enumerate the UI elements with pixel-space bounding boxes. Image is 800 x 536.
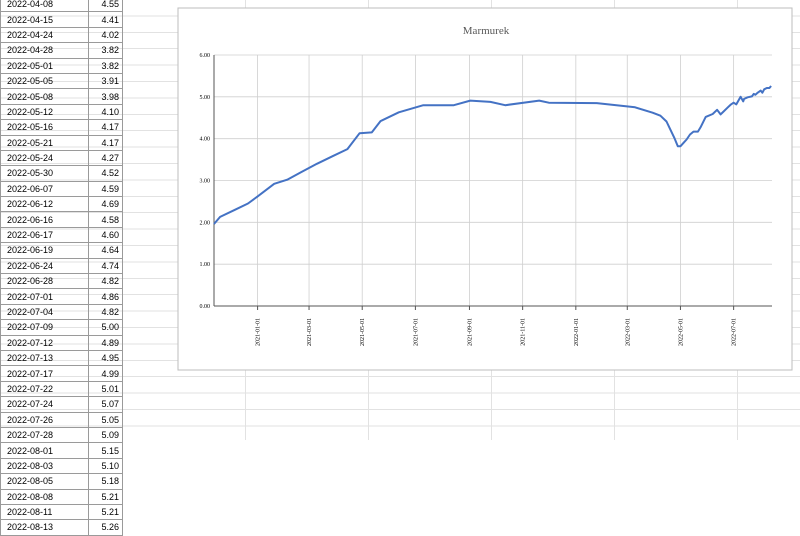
date-cell[interactable]: 2022-08-13 (0, 519, 89, 536)
table-row: 2022-08-11 5.21 (0, 503, 123, 521)
value-cell[interactable]: 4.41 (88, 11, 123, 28)
value-cell[interactable]: 5.21 (88, 503, 123, 521)
date-cell[interactable]: 2022-05-01 (0, 57, 89, 74)
value-cell[interactable]: 4.86 (88, 288, 123, 305)
value-cell[interactable]: 5.15 (88, 442, 123, 459)
x-tick-label: 2022-05-01 (678, 318, 684, 346)
table-row: 2022-06-19 4.64 (0, 242, 123, 259)
table-row: 2022-08-01 5.15 (0, 442, 123, 459)
table-row: 2022-07-12 4.89 (0, 334, 123, 351)
value-cell[interactable]: 5.07 (88, 396, 123, 413)
date-cell[interactable]: 2022-07-09 (0, 319, 89, 336)
x-tick-label: 2022-03-01 (625, 318, 631, 346)
table-row: 2022-07-04 4.82 (0, 303, 123, 321)
value-cell[interactable]: 3.91 (88, 72, 123, 90)
value-cell[interactable]: 4.64 (88, 242, 123, 259)
table-row: 2022-06-16 4.58 (0, 211, 123, 228)
value-cell[interactable]: 5.18 (88, 473, 123, 490)
value-cell[interactable]: 4.74 (88, 257, 123, 275)
table-row: 2022-05-12 4.10 (0, 103, 123, 121)
data-line (213, 85, 772, 225)
table-row: 2022-07-26 5.05 (0, 411, 123, 428)
table-row: 2022-06-28 4.82 (0, 273, 123, 290)
table-row: 2022-04-08 4.55 (0, 0, 123, 13)
table-row: 2022-08-05 5.18 (0, 473, 123, 490)
table-row: 2022-04-15 4.41 (0, 11, 123, 28)
table-row: 2022-05-05 3.91 (0, 72, 123, 90)
y-tick-label: 0.00 (200, 304, 211, 310)
table-row: 2022-08-13 5.26 (0, 519, 123, 536)
x-tick-label: 2021-09-01 (467, 318, 473, 346)
date-cell[interactable]: 2022-06-28 (0, 273, 89, 290)
value-cell[interactable]: 3.98 (88, 88, 123, 105)
table-row: 2022-07-01 4.86 (0, 288, 123, 305)
table-row: 2022-05-30 4.52 (0, 165, 123, 182)
table-row: 2022-05-16 4.17 (0, 119, 123, 136)
x-tick-label: 2021-03-01 (307, 318, 313, 346)
table-row: 2022-07-17 4.99 (0, 365, 123, 382)
table-row: 2022-07-24 5.07 (0, 396, 123, 413)
value-cell[interactable]: 5.05 (88, 411, 123, 428)
date-cell[interactable]: 2022-08-05 (0, 473, 89, 490)
chart: Marmurek 0.00 1.00 2.00 3.00 4.00 5.00 6.00 202… (177, 7, 793, 371)
date-cell[interactable]: 2022-07-04 (0, 303, 89, 321)
table-row: 2022-07-09 5.00 (0, 319, 123, 336)
value-cell[interactable]: 4.99 (88, 365, 123, 382)
date-cell[interactable]: 2022-08-03 (0, 457, 89, 475)
date-cell[interactable]: 2022-08-01 (0, 442, 89, 459)
table-row: 2022-08-03 5.10 (0, 457, 123, 475)
table-row: 2022-06-24 4.74 (0, 257, 123, 275)
y-tick-label: 3.00 (200, 179, 211, 185)
value-cell[interactable]: 4.82 (88, 303, 123, 321)
x-tick-label: 2021-01-01 (256, 318, 262, 346)
x-tick-label: 2021-07-01 (413, 318, 419, 346)
y-tick-label: 2.00 (200, 220, 211, 226)
value-cell[interactable]: 3.82 (88, 57, 123, 74)
date-cell[interactable]: 2022-04-15 (0, 11, 89, 28)
y-tick-label: 6.00 (200, 53, 211, 59)
date-cell[interactable]: 2022-08-08 (0, 488, 89, 505)
date-cell[interactable]: 2022-07-26 (0, 411, 89, 428)
value-cell[interactable]: 5.10 (88, 457, 123, 475)
y-tick-label: 1.00 (200, 262, 211, 268)
y-tick-label: 5.00 (200, 95, 211, 101)
value-cell[interactable]: 4.58 (88, 211, 123, 228)
table-row: 2022-07-22 5.01 (0, 380, 123, 398)
value-cell[interactable]: 4.89 (88, 334, 123, 351)
value-cell[interactable]: 5.00 (88, 319, 123, 336)
chart-frame (177, 7, 793, 371)
value-cell[interactable]: 5.26 (88, 519, 123, 536)
table-row: 2022-05-24 4.27 (0, 149, 123, 167)
table-row: 2022-08-08 5.21 (0, 488, 123, 505)
x-tick-label: 2021-11-01 (521, 318, 527, 346)
x-tick-label: 2021-05-01 (360, 318, 366, 346)
chart-title: Marmurek (463, 25, 510, 37)
table-row: 2022-05-08 3.98 (0, 88, 123, 105)
date-cell[interactable]: 2022-05-05 (0, 72, 89, 90)
table-row: 2022-07-13 4.95 (0, 349, 123, 367)
x-tick-label: 2022-07-01 (732, 318, 738, 346)
value-cell[interactable]: 4.95 (88, 349, 123, 367)
y-tick-label: 4.00 (200, 137, 211, 143)
table-row: 2022-05-01 3.82 (0, 57, 123, 74)
x-tick-label: 2022-01-01 (574, 318, 580, 346)
date-cell[interactable]: 2022-07-22 (0, 380, 89, 398)
value-cell[interactable]: 5.01 (88, 380, 123, 398)
value-cell[interactable]: 4.82 (88, 273, 123, 290)
value-cell[interactable]: 4.10 (88, 103, 123, 121)
date-cell[interactable]: 2022-08-11 (0, 503, 89, 521)
value-cell[interactable]: 5.21 (88, 488, 123, 505)
